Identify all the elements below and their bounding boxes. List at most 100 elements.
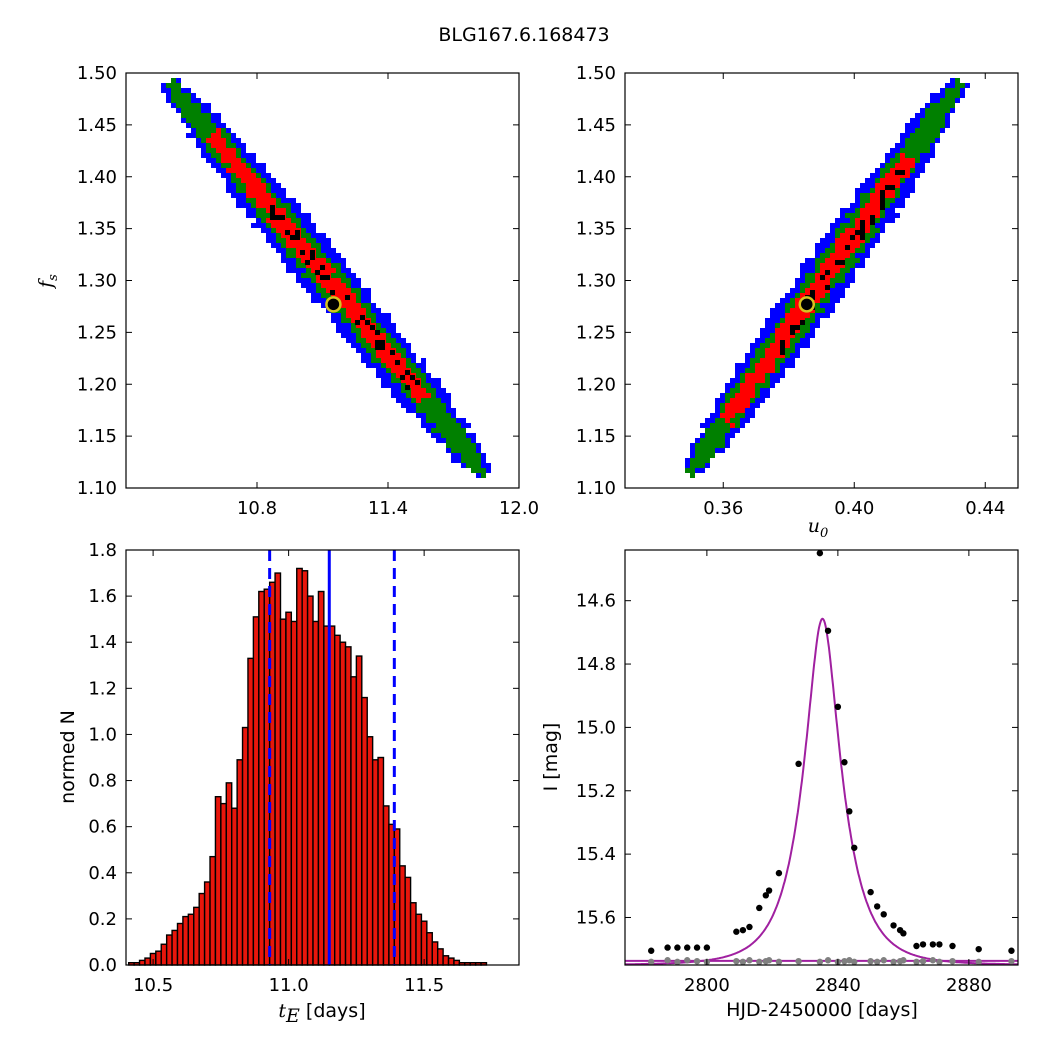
density-cell	[710, 448, 715, 453]
density-cell	[835, 293, 840, 298]
density-cell	[720, 408, 725, 413]
density-cell	[191, 98, 196, 103]
density-cell	[750, 398, 755, 403]
density-cell	[446, 443, 451, 448]
density-cell	[875, 213, 880, 218]
density-cell	[396, 393, 401, 398]
density-cell	[875, 168, 880, 173]
density-cell	[920, 138, 925, 143]
density-cell	[870, 183, 875, 188]
density-cell	[426, 388, 431, 393]
density-cell	[416, 388, 421, 393]
density-cell	[351, 278, 356, 283]
density-cell	[421, 363, 426, 368]
density-cell	[301, 243, 306, 248]
density-cell	[376, 313, 381, 318]
density-cell	[915, 158, 920, 163]
density-cell	[386, 358, 391, 363]
density-cell	[416, 398, 421, 403]
density-cell	[835, 243, 840, 248]
density-cell	[226, 188, 231, 193]
density-cell	[905, 193, 910, 198]
y-axis-label-subscript: s	[46, 274, 61, 281]
density-cell	[930, 103, 935, 108]
density-cell	[376, 363, 381, 368]
y-tick-label: 15.6	[576, 907, 616, 928]
density-cell	[725, 398, 730, 403]
density-cell	[411, 383, 416, 388]
density-cell	[700, 423, 705, 428]
density-cell	[930, 118, 935, 123]
chain-point	[810, 290, 815, 295]
density-cell	[211, 113, 216, 118]
density-cell	[361, 343, 366, 348]
density-cell	[760, 333, 765, 338]
density-cell	[695, 438, 700, 443]
x-tick-label: 11.0	[269, 975, 309, 996]
chain-point	[860, 230, 865, 235]
density-cell	[745, 373, 750, 378]
residual-point	[756, 958, 763, 965]
density-cell	[291, 223, 296, 228]
density-cell	[740, 373, 745, 378]
density-cell	[311, 238, 316, 243]
density-cell	[356, 303, 361, 308]
density-cell	[176, 83, 181, 88]
x-axis-label-subscript: E	[285, 1005, 300, 1027]
chain-point	[890, 185, 895, 190]
density-cell	[850, 268, 855, 273]
density-cell	[441, 433, 446, 438]
histogram-bar	[171, 929, 179, 966]
panel-fs-vs-te: 10.8 11.4 12.01.101.151.201.251.301.351.40…	[35, 63, 539, 519]
density-cell	[456, 433, 461, 438]
density-cell	[870, 193, 875, 198]
density-cell	[820, 268, 825, 273]
density-cell	[845, 228, 850, 233]
density-cell	[246, 153, 251, 158]
density-cell	[381, 368, 386, 373]
density-cell	[785, 333, 790, 338]
density-cell	[870, 223, 875, 228]
density-cell	[930, 153, 935, 158]
density-cell	[301, 228, 306, 233]
density-cell	[845, 273, 850, 278]
density-cell	[446, 398, 451, 403]
density-cell	[266, 223, 271, 228]
density-cell	[336, 288, 341, 293]
density-cell	[176, 78, 181, 83]
density-cell	[461, 428, 466, 433]
density-cell	[895, 153, 900, 158]
density-cell	[191, 93, 196, 98]
density-cell	[695, 443, 700, 448]
density-cell	[735, 368, 740, 373]
density-cell	[845, 248, 850, 253]
chain-point	[275, 215, 280, 220]
density-cell	[755, 393, 760, 398]
density-cell	[256, 188, 261, 193]
density-cell	[840, 248, 845, 253]
chain-point	[320, 265, 325, 270]
density-cell	[915, 133, 920, 138]
density-cell	[336, 258, 341, 263]
density-cell	[705, 438, 710, 443]
density-cell	[815, 283, 820, 288]
density-cell	[830, 288, 835, 293]
density-cell	[331, 283, 336, 288]
density-cell	[321, 233, 326, 238]
residual-point	[975, 958, 982, 965]
density-cell	[740, 403, 745, 408]
chain-point	[880, 200, 885, 205]
chain-point	[895, 170, 900, 175]
density-cell	[326, 263, 331, 268]
density-cell	[730, 393, 735, 398]
density-cell	[685, 463, 690, 468]
density-cell	[216, 148, 221, 153]
density-cell	[805, 268, 810, 273]
density-cell	[935, 133, 940, 138]
density-cell	[356, 348, 361, 353]
chain-point	[870, 215, 875, 220]
density-cell	[311, 258, 316, 263]
density-cell	[855, 223, 860, 228]
density-cell	[336, 318, 341, 323]
density-cell	[835, 238, 840, 243]
